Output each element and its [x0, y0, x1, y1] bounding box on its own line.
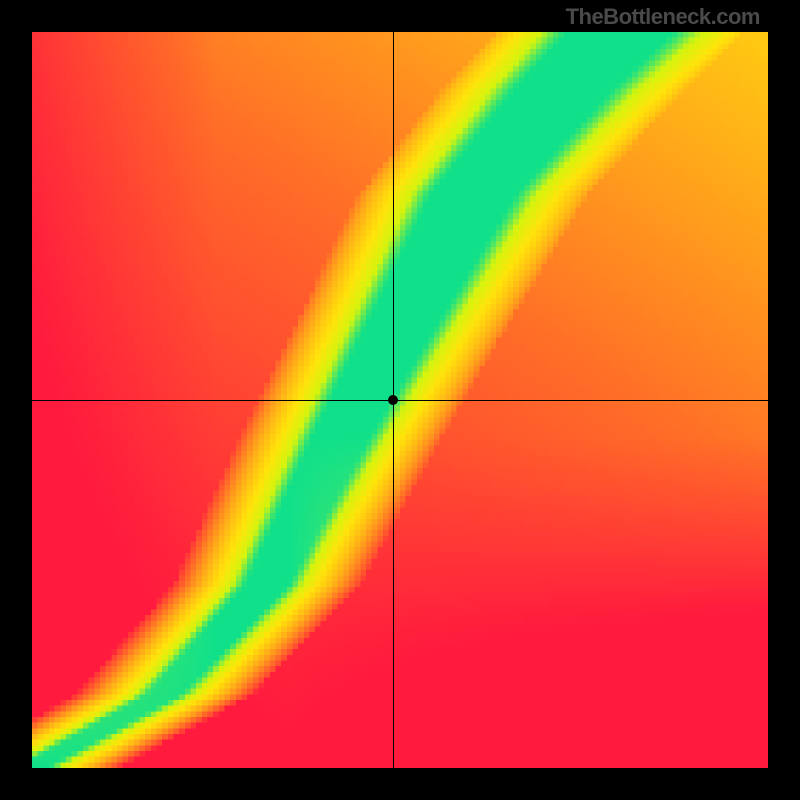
marker-dot — [388, 395, 398, 405]
figure-root: TheBottleneck.com — [0, 0, 800, 800]
crosshair-horizontal — [32, 400, 768, 401]
plot-area — [32, 32, 768, 768]
watermark-text: TheBottleneck.com — [566, 4, 760, 30]
